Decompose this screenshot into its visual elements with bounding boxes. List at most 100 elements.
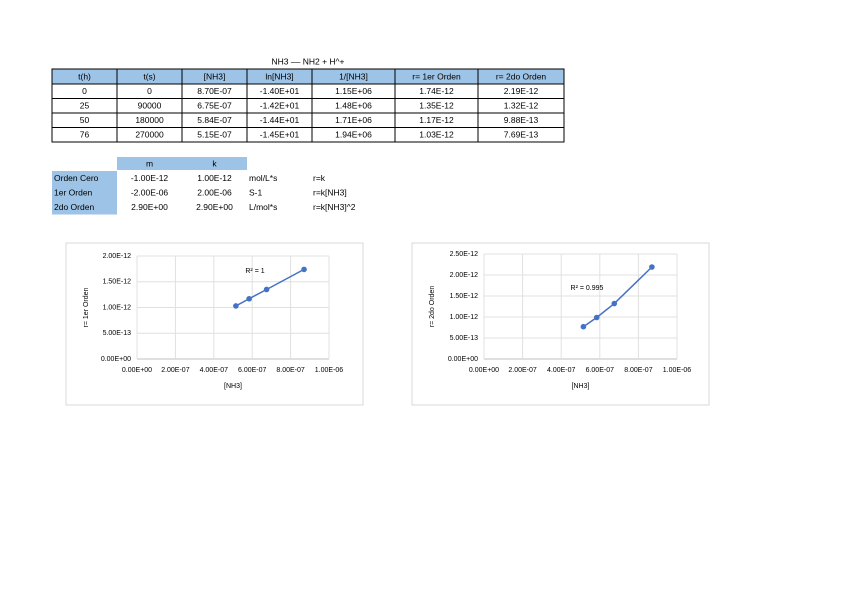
header-text: t(h) — [78, 71, 91, 81]
x-tick-label: 0.00E+00 — [469, 367, 499, 374]
point — [593, 314, 600, 321]
point — [649, 264, 655, 270]
y-tick-label: 2.50E-12 — [450, 251, 479, 258]
cell-text: 5.15E-07 — [197, 130, 232, 140]
cell-text: 50 — [80, 115, 90, 125]
row-label-cell — [52, 185, 117, 200]
point — [301, 266, 307, 273]
series-line — [582, 266, 653, 328]
const-cell-text: mol/L*s — [249, 173, 277, 183]
row-label-cell — [52, 200, 117, 215]
annotation: R² = 1 — [245, 268, 264, 275]
y-tick-label: 1.00E-12 — [450, 314, 479, 321]
cell-text: 1.48E+06 — [335, 101, 372, 111]
cell-text: 180000 — [135, 115, 164, 125]
cell — [477, 127, 565, 143]
x-tick-label: 4.00E-07 — [200, 367, 229, 374]
const-header-text: m — [146, 158, 153, 168]
cell-text: 1.17E-12 — [419, 115, 454, 125]
const-cell-text: r=k[NH3] — [313, 187, 347, 197]
cell-text: 1.03E-12 — [419, 130, 454, 140]
x-tick-label: 2.00E-07 — [161, 367, 190, 374]
const-cell-text: L/mol*s — [249, 202, 277, 212]
const-cell-text: 2.00E-06 — [197, 187, 232, 197]
header-text: ln[NH3] — [265, 71, 293, 81]
cell-text: 1.71E+06 — [335, 115, 372, 125]
cell-text: 0 — [82, 86, 87, 96]
chart-frame — [65, 242, 364, 406]
x-tick-label: 1.00E-06 — [663, 367, 692, 374]
y-tick-label: 1.00E-12 — [103, 304, 132, 311]
header-text: r= 2do Orden — [496, 71, 547, 81]
cell-text: 1.35E-12 — [419, 101, 454, 111]
y-tick-label: 2.00E-12 — [450, 272, 479, 279]
x-tick-label: 8.00E-07 — [624, 367, 653, 374]
header-text: [NH3] — [204, 71, 226, 81]
cell-text: 1.94E+06 — [335, 130, 372, 140]
cell-text: 25 — [80, 101, 90, 111]
annotation: R² = 0.995 — [571, 285, 604, 292]
point — [580, 323, 587, 330]
cell-text: -1.40E+01 — [260, 86, 300, 96]
point — [246, 295, 252, 302]
x-tick-label: 2.00E-07 — [508, 367, 537, 374]
cell-text: 6.75E-07 — [197, 101, 232, 111]
cell-text: 76 — [80, 130, 90, 140]
cell-text: 5.84E-07 — [197, 115, 232, 125]
x-tick-label: 1.00E-06 — [315, 367, 344, 374]
y-axis-label: r= 1er Orden — [83, 287, 90, 327]
point — [611, 300, 618, 307]
point — [263, 286, 270, 293]
const-cell-text: 2.90E+00 — [131, 202, 168, 212]
y-tick-label: 5.00E-13 — [103, 330, 132, 337]
y-tick-label: 1.50E-12 — [450, 293, 479, 300]
y-tick-label: 5.00E-13 — [450, 335, 479, 342]
const-cell-text: r=k[NH3]^2 — [313, 202, 356, 212]
const-cell-text: -1.00E-12 — [131, 173, 169, 183]
const-cell-text: 1.00E-12 — [197, 173, 232, 183]
const-cell-text: r=k — [313, 173, 326, 183]
y-tick-label: 0.00E+00 — [101, 356, 131, 363]
y-axis-label: r= 2do Orden — [429, 286, 436, 328]
row-label: Orden Cero — [54, 173, 99, 183]
const-header-cell — [117, 157, 182, 170]
const-header-text: k — [212, 158, 217, 168]
series-line — [235, 268, 305, 307]
point — [233, 303, 239, 309]
x-axis-label: [NH3] — [224, 383, 242, 390]
x-tick-label: 4.00E-07 — [547, 367, 576, 374]
cell-text: 90000 — [138, 101, 162, 111]
header-text: 1/[NH3] — [339, 71, 368, 81]
y-tick-label: 2.00E-12 — [103, 253, 132, 260]
header-text: r= 1er Orden — [412, 71, 461, 81]
cell-text: 7.69E-13 — [504, 130, 539, 140]
cell-text: 1.15E+06 — [335, 86, 372, 96]
cell-text: 1.74E-12 — [419, 86, 454, 96]
cell-text: 9.88E-13 — [504, 115, 539, 125]
cell-text: 1.32E-12 — [504, 101, 539, 111]
const-header-cell — [182, 157, 247, 170]
const-cell-text: S-1 — [249, 187, 263, 197]
y-tick-label: 0.00E+00 — [448, 356, 478, 363]
y-tick-label: 1.50E-12 — [103, 279, 132, 286]
x-tick-label: 6.00E-07 — [238, 367, 267, 374]
chart-frame — [411, 242, 710, 406]
row-label-cell — [52, 171, 117, 186]
const-cell-text: -2.00E-06 — [131, 187, 169, 197]
x-tick-label: 6.00E-07 — [586, 367, 615, 374]
header-text: t(s) — [143, 71, 155, 81]
row-label: 2do Orden — [54, 202, 94, 212]
row-label: 1er Orden — [54, 187, 93, 197]
x-tick-label: 0.00E+00 — [122, 367, 152, 374]
cell-text: 8.70E-07 — [197, 86, 232, 96]
x-axis-label: [NH3] — [572, 383, 590, 390]
cell-text: 2.19E-12 — [504, 86, 539, 96]
x-tick-label: 8.00E-07 — [276, 367, 305, 374]
const-cell-text: 2.90E+00 — [196, 202, 233, 212]
cell-text: 0 — [147, 86, 152, 96]
cell-text: -1.42E+01 — [260, 101, 300, 111]
sheet-title: NH3 –– NH2 + H^+ — [272, 56, 345, 66]
cell-text: -1.44E+01 — [260, 115, 300, 125]
